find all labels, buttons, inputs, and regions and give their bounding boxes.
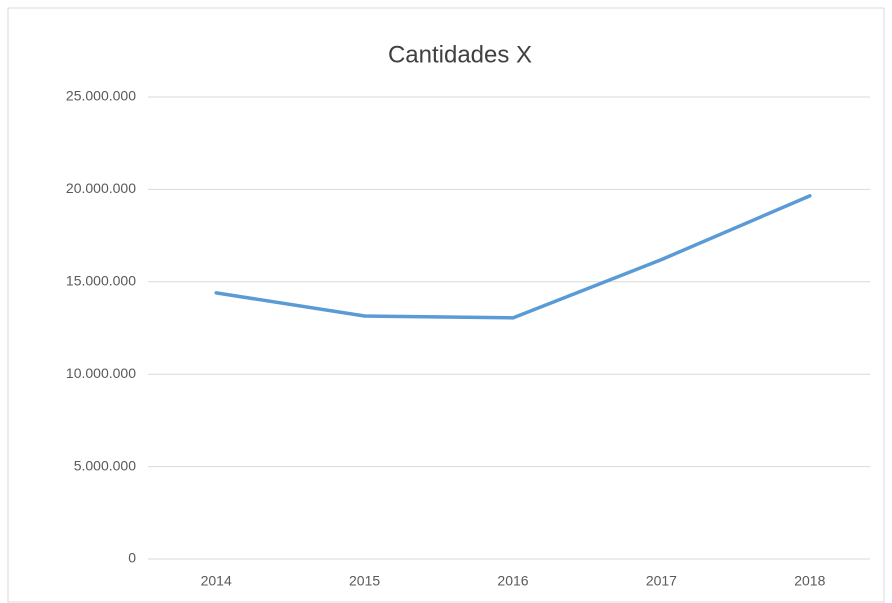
y-tick-label: 0 [128,550,136,566]
x-tick-label: 2016 [497,573,528,589]
data-line [214,194,812,320]
x-tick-label: 2018 [794,573,825,589]
x-tick-label: 2015 [349,573,380,589]
chart-title: Cantidades X [388,41,532,68]
x-tick-label: 2017 [646,573,677,589]
y-tick-label: 25.000.000 [66,88,136,104]
y-tick-label: 15.000.000 [66,273,136,289]
y-tick-label: 10.000.000 [66,365,136,381]
y-tick-label: 20.000.000 [66,180,136,196]
chart-border [7,7,885,603]
y-tick-label: 5.000.000 [74,457,136,473]
x-tick-label: 2014 [201,573,232,589]
